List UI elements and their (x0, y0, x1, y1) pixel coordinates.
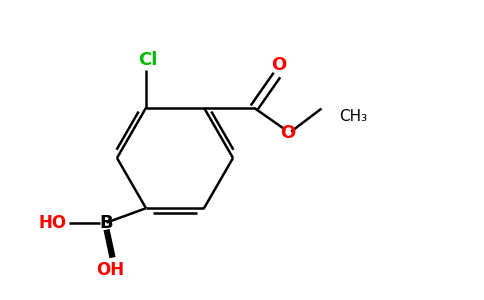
Text: O: O (281, 124, 296, 142)
Text: HO: HO (38, 214, 67, 232)
Text: O: O (272, 56, 287, 74)
Text: OH: OH (96, 261, 124, 279)
Text: B: B (100, 214, 113, 232)
Text: CH₃: CH₃ (339, 109, 368, 124)
Text: Cl: Cl (138, 51, 158, 69)
